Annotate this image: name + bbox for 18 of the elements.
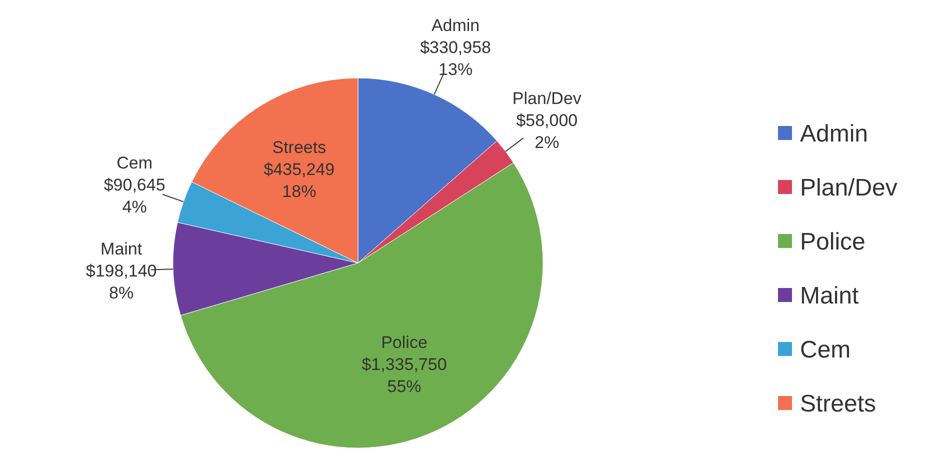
legend-label: Plan/Dev: [800, 174, 898, 202]
data-label: $58,000 2%: [516, 111, 578, 152]
legend-label: Police: [800, 228, 866, 256]
slice-label: Admin: [431, 16, 480, 36]
data-label: $90,645 4%: [104, 175, 166, 216]
legend-label: Maint: [800, 282, 860, 310]
legend-label: Cem: [800, 336, 851, 364]
legend-label: Streets: [800, 390, 876, 418]
slice-label: Plan/Dev: [512, 89, 582, 108]
slice-label: Cem: [116, 153, 153, 172]
data-label: $1,335,750 55%: [362, 354, 447, 396]
data-label: $330,958 13%: [420, 38, 492, 80]
legend-label: Admin: [800, 120, 868, 148]
data-label: $435,249 18%: [264, 160, 335, 201]
slice-label: Maint: [100, 240, 142, 259]
data-label: $198,140 8%: [86, 262, 157, 303]
slice-label: Streets: [272, 138, 326, 157]
slice-label: Police: [381, 332, 428, 352]
